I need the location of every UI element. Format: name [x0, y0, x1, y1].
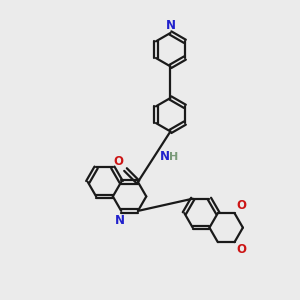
Text: H: H	[169, 152, 178, 162]
Text: O: O	[114, 155, 124, 168]
Text: O: O	[236, 243, 246, 256]
Text: N: N	[115, 214, 125, 227]
Text: N: N	[160, 150, 170, 163]
Text: O: O	[236, 199, 246, 212]
Text: N: N	[165, 19, 176, 32]
